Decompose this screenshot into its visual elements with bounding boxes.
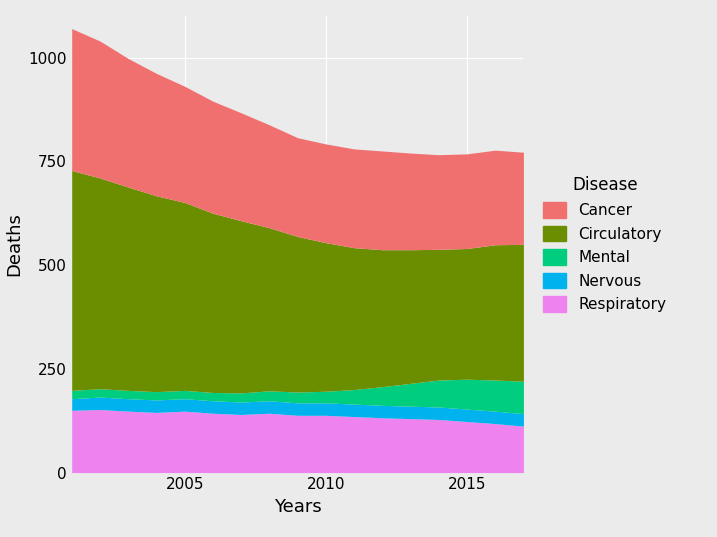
X-axis label: Years: Years [274, 498, 321, 516]
Y-axis label: Deaths: Deaths [5, 213, 23, 276]
Legend: Cancer, Circulatory, Mental, Nervous, Respiratory: Cancer, Circulatory, Mental, Nervous, Re… [536, 169, 674, 320]
